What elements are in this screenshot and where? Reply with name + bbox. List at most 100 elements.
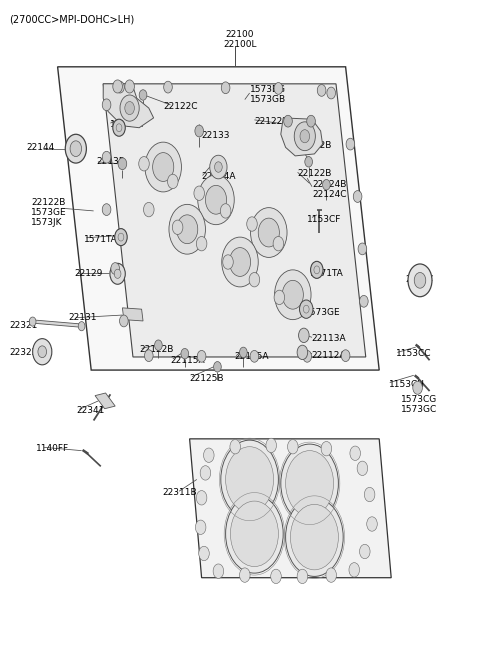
Circle shape	[221, 82, 230, 94]
Circle shape	[360, 544, 370, 559]
Circle shape	[199, 546, 209, 561]
Text: 22125B: 22125B	[190, 374, 224, 383]
Polygon shape	[190, 439, 391, 578]
Circle shape	[198, 175, 234, 225]
Circle shape	[321, 441, 332, 456]
Circle shape	[139, 157, 149, 171]
Polygon shape	[30, 320, 84, 328]
Polygon shape	[103, 84, 366, 357]
Circle shape	[145, 142, 181, 192]
Text: 22321: 22321	[10, 321, 38, 330]
Text: 22133: 22133	[202, 131, 230, 140]
Circle shape	[118, 158, 127, 170]
Circle shape	[282, 280, 303, 309]
Circle shape	[111, 263, 120, 274]
Circle shape	[29, 317, 36, 326]
Circle shape	[33, 339, 52, 365]
Circle shape	[247, 217, 257, 231]
Circle shape	[153, 153, 174, 181]
Text: 1153CH: 1153CH	[389, 380, 425, 389]
Text: 22122C: 22122C	[163, 102, 198, 111]
Circle shape	[115, 229, 127, 246]
Text: (2700CC>MPI-DOHC>LH): (2700CC>MPI-DOHC>LH)	[10, 14, 135, 24]
Circle shape	[114, 269, 121, 278]
Circle shape	[230, 501, 278, 567]
Text: 1140FF: 1140FF	[36, 444, 69, 453]
Circle shape	[196, 236, 207, 251]
Circle shape	[311, 261, 323, 278]
Text: 22341: 22341	[77, 406, 105, 415]
Circle shape	[358, 243, 367, 255]
Circle shape	[78, 322, 85, 331]
Text: 22122B
1573GE
1573JK: 22122B 1573GE 1573JK	[31, 198, 67, 227]
Circle shape	[364, 487, 375, 502]
Circle shape	[38, 346, 47, 358]
Text: 22122B: 22122B	[254, 117, 289, 126]
Text: 1571TA: 1571TA	[110, 120, 144, 129]
Circle shape	[367, 517, 377, 531]
Circle shape	[274, 290, 285, 305]
Text: 22113A: 22113A	[311, 334, 346, 343]
Circle shape	[125, 102, 134, 115]
Circle shape	[271, 569, 281, 584]
Text: 1153CF: 1153CF	[307, 215, 342, 224]
Circle shape	[197, 350, 206, 362]
Circle shape	[223, 255, 233, 269]
Circle shape	[273, 236, 284, 251]
Circle shape	[350, 446, 360, 460]
Text: 1153CC: 1153CC	[396, 349, 432, 358]
Circle shape	[102, 204, 111, 215]
Text: 1573CG
1573GC: 1573CG 1573GC	[401, 394, 437, 414]
Circle shape	[307, 115, 315, 127]
Text: 22129: 22129	[74, 269, 103, 278]
Circle shape	[303, 350, 312, 362]
Circle shape	[286, 498, 343, 576]
Circle shape	[70, 141, 82, 157]
Circle shape	[326, 568, 336, 582]
Circle shape	[408, 264, 432, 297]
Circle shape	[214, 362, 221, 372]
Circle shape	[300, 130, 310, 143]
Circle shape	[251, 208, 287, 257]
Text: 22115A: 22115A	[170, 356, 205, 365]
Circle shape	[144, 350, 153, 362]
Circle shape	[341, 350, 350, 362]
Text: 22322: 22322	[10, 348, 38, 357]
Circle shape	[222, 237, 258, 287]
Circle shape	[323, 179, 330, 190]
Circle shape	[284, 115, 292, 127]
Circle shape	[275, 270, 311, 320]
Text: 22135: 22135	[96, 157, 124, 166]
Circle shape	[168, 174, 178, 189]
Circle shape	[327, 87, 336, 99]
Circle shape	[240, 347, 247, 358]
Circle shape	[300, 300, 313, 318]
Circle shape	[116, 81, 124, 93]
Circle shape	[220, 204, 231, 218]
Text: 1573GE: 1573GE	[305, 308, 340, 317]
Text: 22100
22100L: 22100 22100L	[223, 29, 257, 49]
Text: 22144: 22144	[26, 143, 55, 152]
Text: 22311B: 22311B	[162, 488, 197, 497]
Circle shape	[144, 202, 154, 217]
Circle shape	[169, 204, 205, 254]
Circle shape	[297, 569, 308, 584]
Circle shape	[205, 185, 227, 214]
Circle shape	[230, 440, 240, 454]
Circle shape	[113, 119, 125, 136]
Circle shape	[102, 99, 111, 111]
Text: 22124B
22124C: 22124B 22124C	[312, 180, 347, 200]
Circle shape	[346, 138, 355, 150]
Circle shape	[281, 444, 338, 523]
Circle shape	[65, 134, 86, 163]
Circle shape	[229, 248, 251, 276]
Circle shape	[210, 155, 227, 179]
Circle shape	[297, 345, 308, 360]
Circle shape	[299, 328, 309, 343]
Circle shape	[258, 218, 279, 247]
Circle shape	[294, 122, 315, 151]
Polygon shape	[95, 393, 115, 409]
Polygon shape	[58, 67, 379, 370]
Circle shape	[413, 381, 422, 394]
Circle shape	[305, 157, 312, 167]
